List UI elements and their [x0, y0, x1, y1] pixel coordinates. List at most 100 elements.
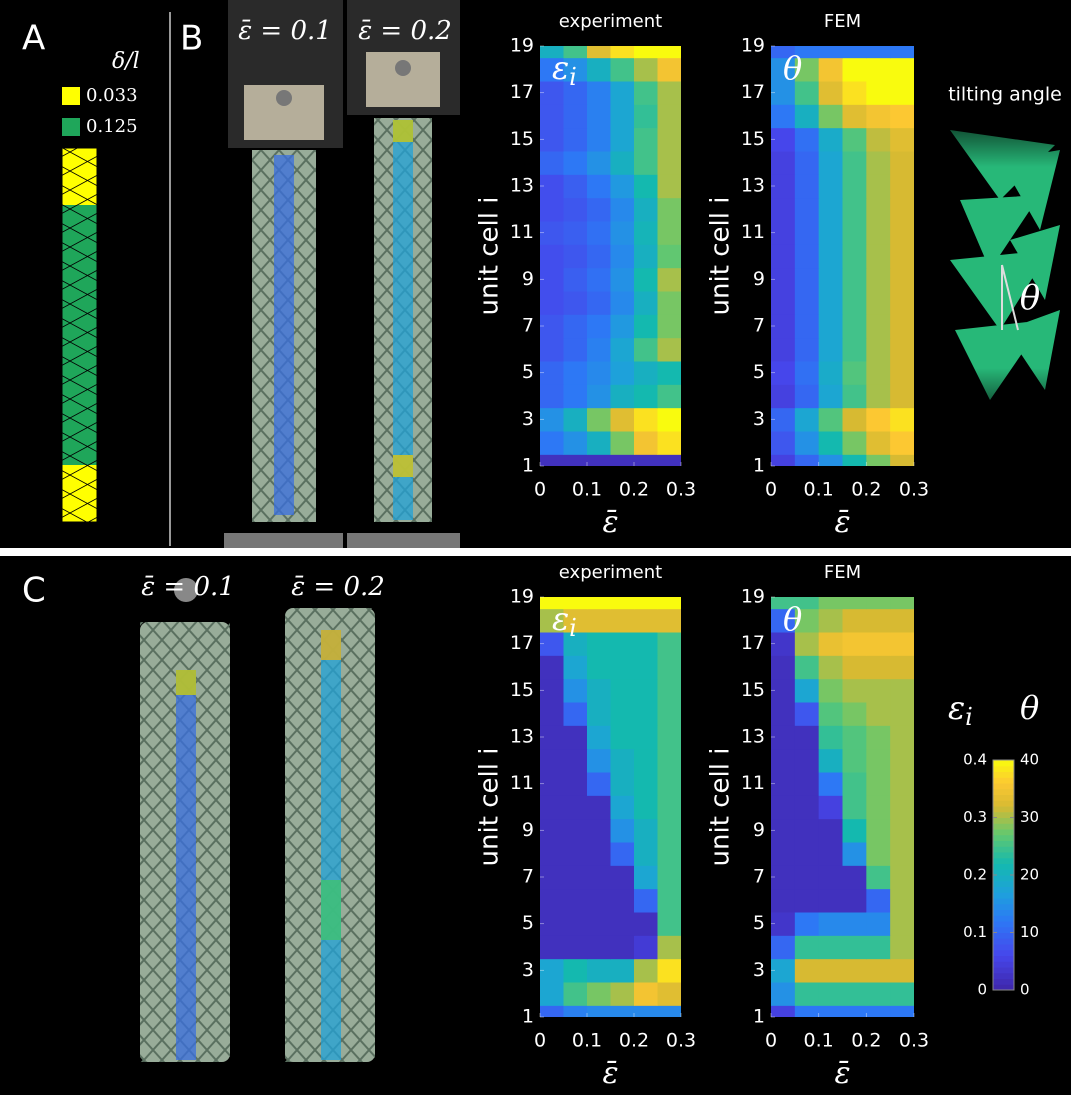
heat-cell: [610, 291, 635, 315]
heat-cell: [610, 174, 635, 199]
heat-cell: [540, 314, 564, 339]
heat-cell: [540, 291, 564, 315]
colorbar-step: [993, 972, 1014, 979]
heat-cell: [657, 865, 681, 890]
heat-cell: [610, 384, 635, 409]
heat-cell: [540, 174, 564, 199]
heat-cell: [587, 632, 611, 656]
heat-cell: [634, 57, 658, 82]
heat-cell: [794, 407, 820, 432]
heat-cell: [866, 291, 891, 315]
heat-cell: [634, 151, 658, 175]
heat-cell: [634, 842, 658, 866]
heat-cell: [842, 655, 867, 680]
heat-cell: [563, 632, 588, 656]
heat-cell: [794, 127, 820, 152]
colorbar-step: [993, 944, 1014, 951]
heat-cell: [610, 912, 635, 936]
heat-cell: [610, 597, 635, 610]
heat-cell: [818, 221, 843, 245]
heat-cell: [657, 291, 681, 315]
heat-cell: [866, 81, 891, 105]
heat-cell: [587, 912, 611, 936]
heat-cell: [657, 772, 681, 796]
heat-cell: [563, 127, 588, 152]
heat-cell: [818, 291, 843, 315]
heatmap: [771, 46, 914, 466]
colorbar-step: [993, 921, 1014, 928]
cell-pattern: [61, 147, 98, 523]
heat-cell: [587, 431, 611, 455]
heat-cell: [771, 291, 796, 315]
heat-cell: [657, 454, 681, 466]
heat-cell: [771, 748, 796, 773]
heat-cell: [866, 725, 891, 750]
heat-cell: [818, 337, 843, 362]
heat-cell: [794, 912, 820, 936]
heat-cell: [842, 935, 867, 960]
heat-cell: [890, 221, 914, 245]
heat-cell: [771, 608, 796, 633]
inset-label: tilting angle: [948, 84, 1062, 106]
x-tick-label: 0.2: [619, 479, 649, 501]
colorbar-step: [993, 817, 1014, 824]
heat-cell: [842, 314, 867, 339]
heat-cell: [866, 337, 891, 362]
heat-cell: [540, 725, 564, 750]
heat-cell: [634, 244, 658, 269]
colorbar-tick-label: 0.4: [963, 751, 987, 769]
heat-cell: [634, 314, 658, 339]
heat-cell: [842, 267, 867, 292]
heat-cell: [587, 337, 611, 362]
heat-cell: [818, 197, 843, 222]
heat-cell: [866, 702, 891, 726]
heat-cell: [563, 46, 588, 59]
colorbar-step: [993, 846, 1014, 853]
heat-cell: [818, 655, 843, 680]
heat-cell: [771, 337, 796, 362]
heat-cell: [866, 407, 891, 432]
heat-cell: [842, 46, 867, 59]
y-tick-label: 19: [510, 35, 534, 57]
y-tick-label: 9: [522, 819, 534, 841]
colorbar-step: [993, 863, 1014, 870]
y-tick-label: 15: [510, 679, 534, 701]
heat-cell: [587, 244, 611, 269]
heat-cell: [610, 632, 635, 656]
y-tick-label: 5: [522, 361, 534, 383]
heat-cell: [610, 678, 635, 703]
heat-cell: [634, 725, 658, 750]
heat-cell: [771, 197, 796, 222]
heat-cell: [610, 314, 635, 339]
heat-cell: [657, 407, 681, 432]
heat-cell: [587, 361, 611, 385]
heat-cell: [794, 982, 820, 1006]
heat-cell: [794, 958, 820, 983]
heat-cell: [587, 46, 611, 59]
heat-cell: [866, 174, 891, 199]
heat-cell: [842, 725, 867, 750]
heat-cell: [540, 384, 564, 409]
heat-cell: [794, 597, 820, 610]
heat-cell: [634, 795, 658, 820]
heat-cell: [540, 632, 564, 656]
heat-cell: [563, 678, 588, 703]
heat-cell: [818, 431, 843, 455]
colorbar-step: [993, 823, 1014, 830]
y-axis-label: unit cell i: [706, 197, 736, 316]
heat-cell: [818, 104, 843, 129]
heat-cell: [890, 597, 914, 610]
y-tick-label: 11: [510, 772, 534, 794]
y-tick-label: 13: [741, 726, 765, 748]
heat-cell: [610, 795, 635, 820]
heat-cell: [657, 608, 681, 633]
symbol: θ: [783, 49, 802, 87]
heat-cell: [842, 151, 867, 175]
heat-cell: [634, 104, 658, 129]
heat-cell: [818, 314, 843, 339]
heat-cell: [842, 702, 867, 726]
heatmap: [771, 597, 914, 1017]
colorbar-step: [993, 857, 1014, 864]
heat-cell: [634, 608, 658, 633]
heat-cell: [890, 935, 914, 960]
